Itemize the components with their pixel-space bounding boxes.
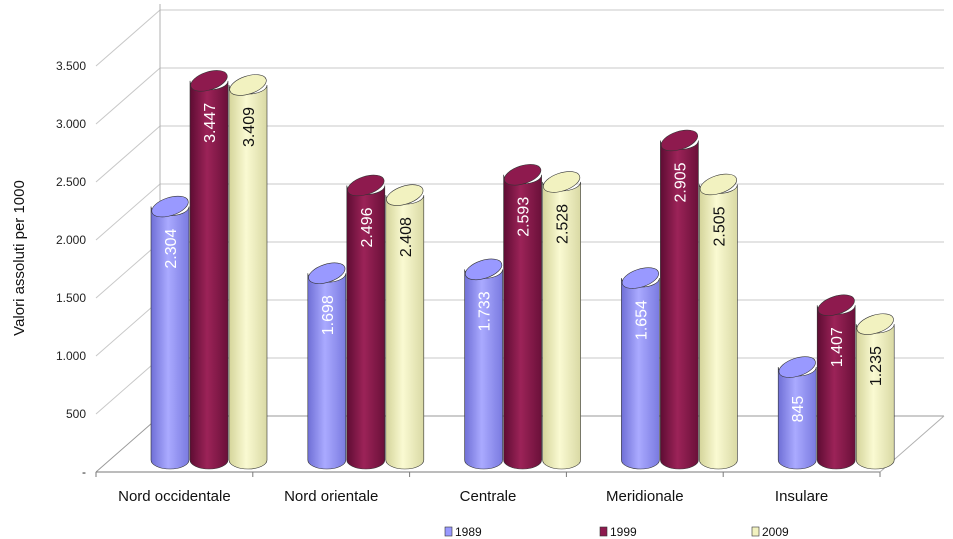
bar-top-1989-0	[151, 195, 189, 218]
data-label: 3.447	[202, 103, 219, 143]
data-label: 1.698	[320, 295, 337, 335]
bar-top-1999-3	[660, 129, 698, 152]
bar-top-1999-4	[817, 294, 855, 316]
bars	[150, 70, 895, 470]
legend-label-1999: 1999	[610, 525, 637, 539]
legend-label-1989: 1989	[455, 525, 482, 539]
data-label: 2.593	[516, 197, 533, 237]
bar-top-2009-1	[386, 184, 424, 206]
bar-top-2009-0	[229, 74, 267, 96]
y-tick-label: 1.500	[56, 291, 86, 305]
legend-swatch-1989	[444, 526, 453, 537]
bar-top-1989-4	[778, 356, 816, 378]
data-label: 1.235	[868, 346, 885, 386]
bar-top-2009-3	[699, 173, 737, 196]
data-label: 2.496	[359, 207, 376, 247]
y-tick-label: 500	[66, 407, 86, 421]
legend-swatch-2009	[751, 526, 760, 537]
bar-top-1989-3	[621, 267, 659, 289]
y-tick-label: 2.500	[56, 175, 86, 189]
x-tick-label: Centrale	[460, 488, 517, 505]
bar-top-1999-0	[190, 70, 228, 92]
x-tick-label: Meridionale	[606, 488, 684, 505]
y-tick-label: 1.000	[56, 349, 86, 363]
bar-top-1989-1	[308, 262, 346, 284]
legend: 1989 1999 2009	[444, 525, 789, 539]
bar-top-1999-2	[504, 164, 542, 186]
data-label: 1.407	[829, 327, 846, 367]
y-axis-label: Valori assoluti per 1000	[11, 180, 28, 336]
data-label: 1.733	[477, 291, 494, 331]
data-label: 2.304	[163, 228, 180, 268]
x-tick-label: Insulare	[775, 488, 828, 505]
axes: - 500 1.000 1.500 2.000 2.500 3.000 3.500 Nord o…	[56, 4, 945, 505]
data-label: 2.505	[711, 206, 728, 246]
data-label: 2.528	[555, 204, 572, 244]
y-tick-label: 3.000	[56, 117, 86, 131]
data-label: 2.408	[398, 217, 415, 257]
data-label: 3.409	[241, 107, 258, 147]
y-tick-label: -	[82, 465, 86, 479]
y-tick-label: 3.500	[56, 59, 86, 73]
data-labels: 2.304 3.447 3.409 1.698 2.496 2.408 1.733 2.593…	[163, 103, 885, 423]
data-label: 845	[790, 396, 807, 423]
data-label: 1.654	[633, 300, 650, 340]
legend-label-2009: 2009	[762, 525, 789, 539]
bar-top-1999-1	[347, 174, 385, 197]
x-tick-label: Nord orientale	[284, 488, 378, 505]
x-tick-label: Nord occidentale	[118, 488, 231, 505]
y-tick-label: 2.000	[56, 233, 86, 247]
legend-swatch-1999	[599, 526, 608, 537]
bar-top-1989-2	[465, 258, 503, 281]
bar-top-2009-2	[543, 171, 581, 193]
data-label: 2.905	[672, 162, 689, 202]
gridline	[95, 9, 944, 67]
bar-2009-4	[855, 324, 895, 470]
bar-top-2009-4	[856, 313, 894, 335]
